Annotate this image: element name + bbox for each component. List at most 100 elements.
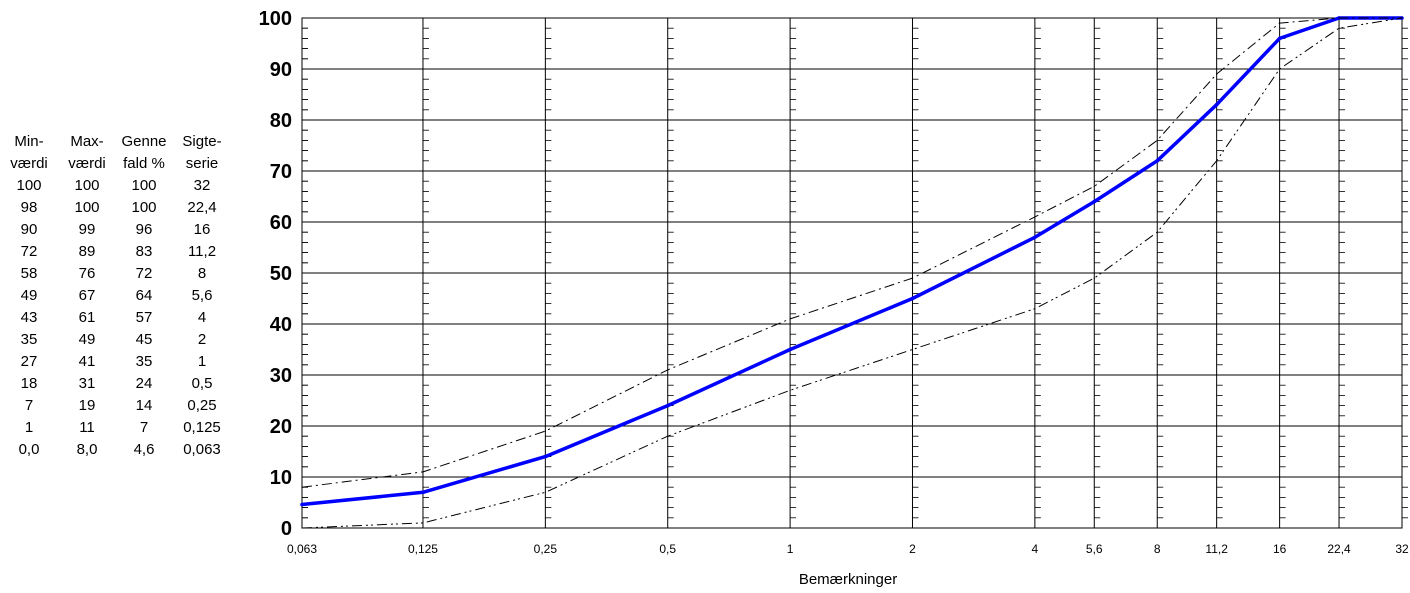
x-tick-label: 0,125 — [408, 542, 438, 556]
sieve-table: Min- Max- Genne Sigte-værdi værdi fald % serie… — [0, 130, 250, 460]
y-tick-label: 30 — [270, 365, 292, 387]
table-cell-max: 41 — [78, 352, 96, 370]
data-point-max — [667, 369, 669, 371]
table-cell-passing: 96 — [135, 220, 153, 238]
table-cell-max: 89 — [78, 242, 96, 260]
x-tick-label: 8 — [1154, 542, 1161, 556]
table-cell-max: 76 — [78, 264, 96, 282]
data-point-max — [911, 277, 914, 279]
table-cell-max: 49 — [78, 330, 96, 348]
data-point-min — [1338, 27, 1340, 29]
data-point-passing — [1214, 102, 1219, 107]
table-cell-passing: 64 — [135, 286, 153, 304]
x-tick-label: 11,2 — [1205, 542, 1228, 556]
table-cell-min: 0,0 — [18, 440, 40, 458]
table-cell-sieve: 0,5 — [191, 374, 213, 392]
table-row: 35 49 45 2 — [0, 328, 250, 350]
chart-series — [300, 16, 1404, 529]
table-cell-sieve: 11,2 — [187, 242, 217, 260]
x-tick-label: 2 — [909, 542, 916, 556]
data-point-max — [1216, 73, 1218, 75]
table-cell-passing: 7 — [139, 418, 149, 436]
x-tick-label: 16 — [1273, 542, 1287, 556]
x-tick-label: 4 — [1032, 542, 1039, 556]
table-cell-min: 27 — [20, 352, 38, 370]
table-cell-passing: 57 — [135, 308, 153, 326]
data-point-min — [1093, 277, 1095, 279]
y-tick-label: 90 — [270, 59, 292, 81]
header-cell-sieve: Sigte- — [182, 132, 222, 150]
y-tick-label: 0 — [281, 518, 292, 540]
table-cell-passing: 4,6 — [133, 440, 155, 458]
x-tick-label: 0,063 — [287, 542, 317, 556]
table-cell-sieve: 4 — [197, 308, 207, 326]
table-cell-sieve: 5,6 — [191, 286, 213, 304]
table-row: 0,0 8,0 4,6 0,063 — [0, 438, 250, 460]
table-row: 7 19 14 0,25 — [0, 394, 250, 416]
x-tick-label: 22,4 — [1327, 542, 1351, 556]
table-row: 18 31 24 0,5 — [0, 372, 250, 394]
table-row: 100 100 100 32 — [0, 174, 250, 196]
data-point-max — [422, 471, 424, 473]
y-tick-label: 50 — [270, 263, 292, 285]
data-point-max — [544, 430, 546, 432]
y-tick-label: 80 — [270, 110, 292, 132]
y-axis-ticks: 0 10 20 30 40 50 60 70 80 90 100 — [259, 8, 292, 540]
table-cell-max: 8,0 — [76, 440, 98, 458]
table-cell-min: 7 — [24, 396, 34, 414]
header-cell-max: værdi — [68, 154, 106, 172]
table-cell-passing: 100 — [131, 198, 157, 216]
table-row: 43 61 57 4 — [0, 306, 250, 328]
series-line-passing — [301, 16, 1402, 507]
table-cell-max: 11 — [79, 418, 95, 436]
x-tick-label: 5,6 — [1086, 542, 1103, 556]
table-cell-passing: 83 — [135, 242, 153, 260]
data-point-min — [667, 435, 669, 437]
table-cell-min: 49 — [20, 286, 38, 304]
header-cell-min: Min- — [14, 132, 44, 150]
table-row: 58 76 72 8 — [0, 262, 250, 284]
data-point-passing — [1033, 235, 1037, 240]
table-row: 90 99 96 16 — [0, 218, 250, 240]
table-cell-passing: 35 — [135, 352, 153, 370]
table-row: 49 67 64 5,6 — [0, 284, 250, 306]
data-point-passing — [1092, 199, 1097, 204]
data-point-min — [789, 389, 791, 391]
table-cell-passing: 45 — [135, 330, 153, 348]
table-cell-passing: 72 — [135, 264, 153, 282]
table-cell-min: 98 — [20, 198, 38, 216]
data-point-min — [1034, 308, 1036, 310]
table-header-row: værdi værdi fald % serie — [0, 152, 250, 174]
data-point-max — [789, 318, 791, 320]
table-cell-min: 58 — [20, 264, 38, 282]
y-tick-label: 20 — [270, 416, 292, 438]
table-header-row: Min- Max- Genne Sigte- — [0, 130, 250, 152]
table-cell-passing: 24 — [135, 374, 153, 392]
y-tick-label: 40 — [270, 314, 292, 336]
x-tick-label: 1 — [787, 542, 794, 556]
table-row: 1 11 7 0,125 — [0, 416, 250, 438]
table-cell-min: 35 — [20, 330, 38, 348]
data-point-min — [422, 522, 424, 524]
data-point-max — [301, 486, 303, 488]
table-cell-sieve: 22,4 — [187, 198, 217, 216]
table-cell-passing: 14 — [135, 396, 153, 414]
table-cell-min: 100 — [16, 176, 42, 194]
x-axis-label: Bemærkninger — [799, 571, 897, 588]
data-point-passing — [788, 347, 792, 352]
table-cell-max: 100 — [74, 176, 100, 194]
table-cell-min: 43 — [20, 308, 38, 326]
header-cell-passing: fald % — [123, 154, 165, 172]
y-tick-label: 60 — [270, 212, 292, 234]
table-cell-sieve: 32 — [193, 176, 211, 194]
data-point-min — [1279, 68, 1281, 70]
data-point-passing — [421, 490, 425, 495]
data-point-passing — [665, 403, 670, 408]
table-cell-max: 100 — [74, 198, 100, 216]
y-tick-label: 10 — [270, 467, 292, 489]
table-cell-sieve: 2 — [197, 330, 207, 348]
table-row: 72 89 83 11,2 — [0, 240, 250, 262]
series-line-max — [301, 17, 1402, 488]
table-cell-min: 1 — [24, 418, 34, 436]
table-cell-min: 90 — [20, 220, 38, 238]
